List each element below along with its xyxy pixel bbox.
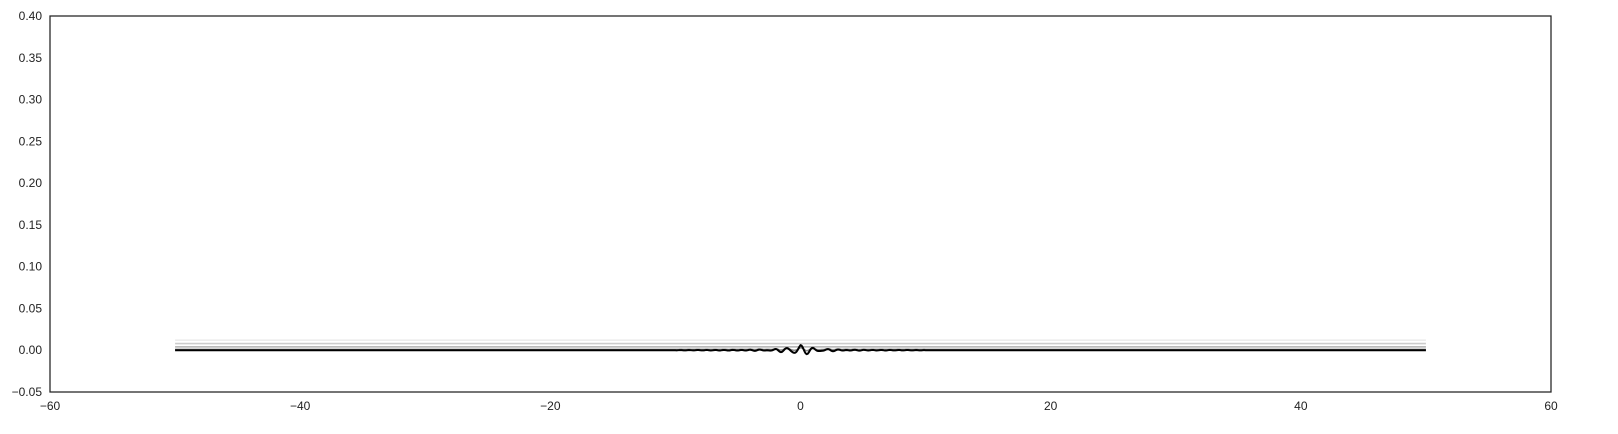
y-axis-ticks: −0.05 0.00 0.05 0.10 0.15 0.20 0.25 0.30 0.35 0.4… xyxy=(12,9,43,399)
y-tick-label: 0.05 xyxy=(19,301,43,315)
x-tick-label: 40 xyxy=(1294,399,1308,413)
y-tick-label: 0.00 xyxy=(19,343,43,357)
x-tick-label: 20 xyxy=(1044,399,1058,413)
y-tick-label: 0.35 xyxy=(19,51,43,65)
y-tick-label: 0.15 xyxy=(19,218,43,232)
y-tick-label: 0.20 xyxy=(19,176,43,190)
x-tick-label: −60 xyxy=(40,399,61,413)
y-tick-label: −0.05 xyxy=(12,385,43,399)
y-tick-label: 0.30 xyxy=(19,93,43,107)
plot-frame xyxy=(49,15,1552,393)
y-tick-label: 0.25 xyxy=(19,134,43,148)
x-tick-label: −20 xyxy=(540,399,561,413)
series-line xyxy=(175,344,1426,356)
y-tick-label: 0.10 xyxy=(19,260,43,274)
y-tick-label: 0.40 xyxy=(19,9,43,23)
x-axis-ticks: −60 −40 −20 0 20 40 60 xyxy=(40,399,1558,413)
series-lines xyxy=(175,339,1426,356)
x-tick-label: −40 xyxy=(290,399,311,413)
x-tick-label: 60 xyxy=(1544,399,1558,413)
x-tick-label: 0 xyxy=(797,399,804,413)
